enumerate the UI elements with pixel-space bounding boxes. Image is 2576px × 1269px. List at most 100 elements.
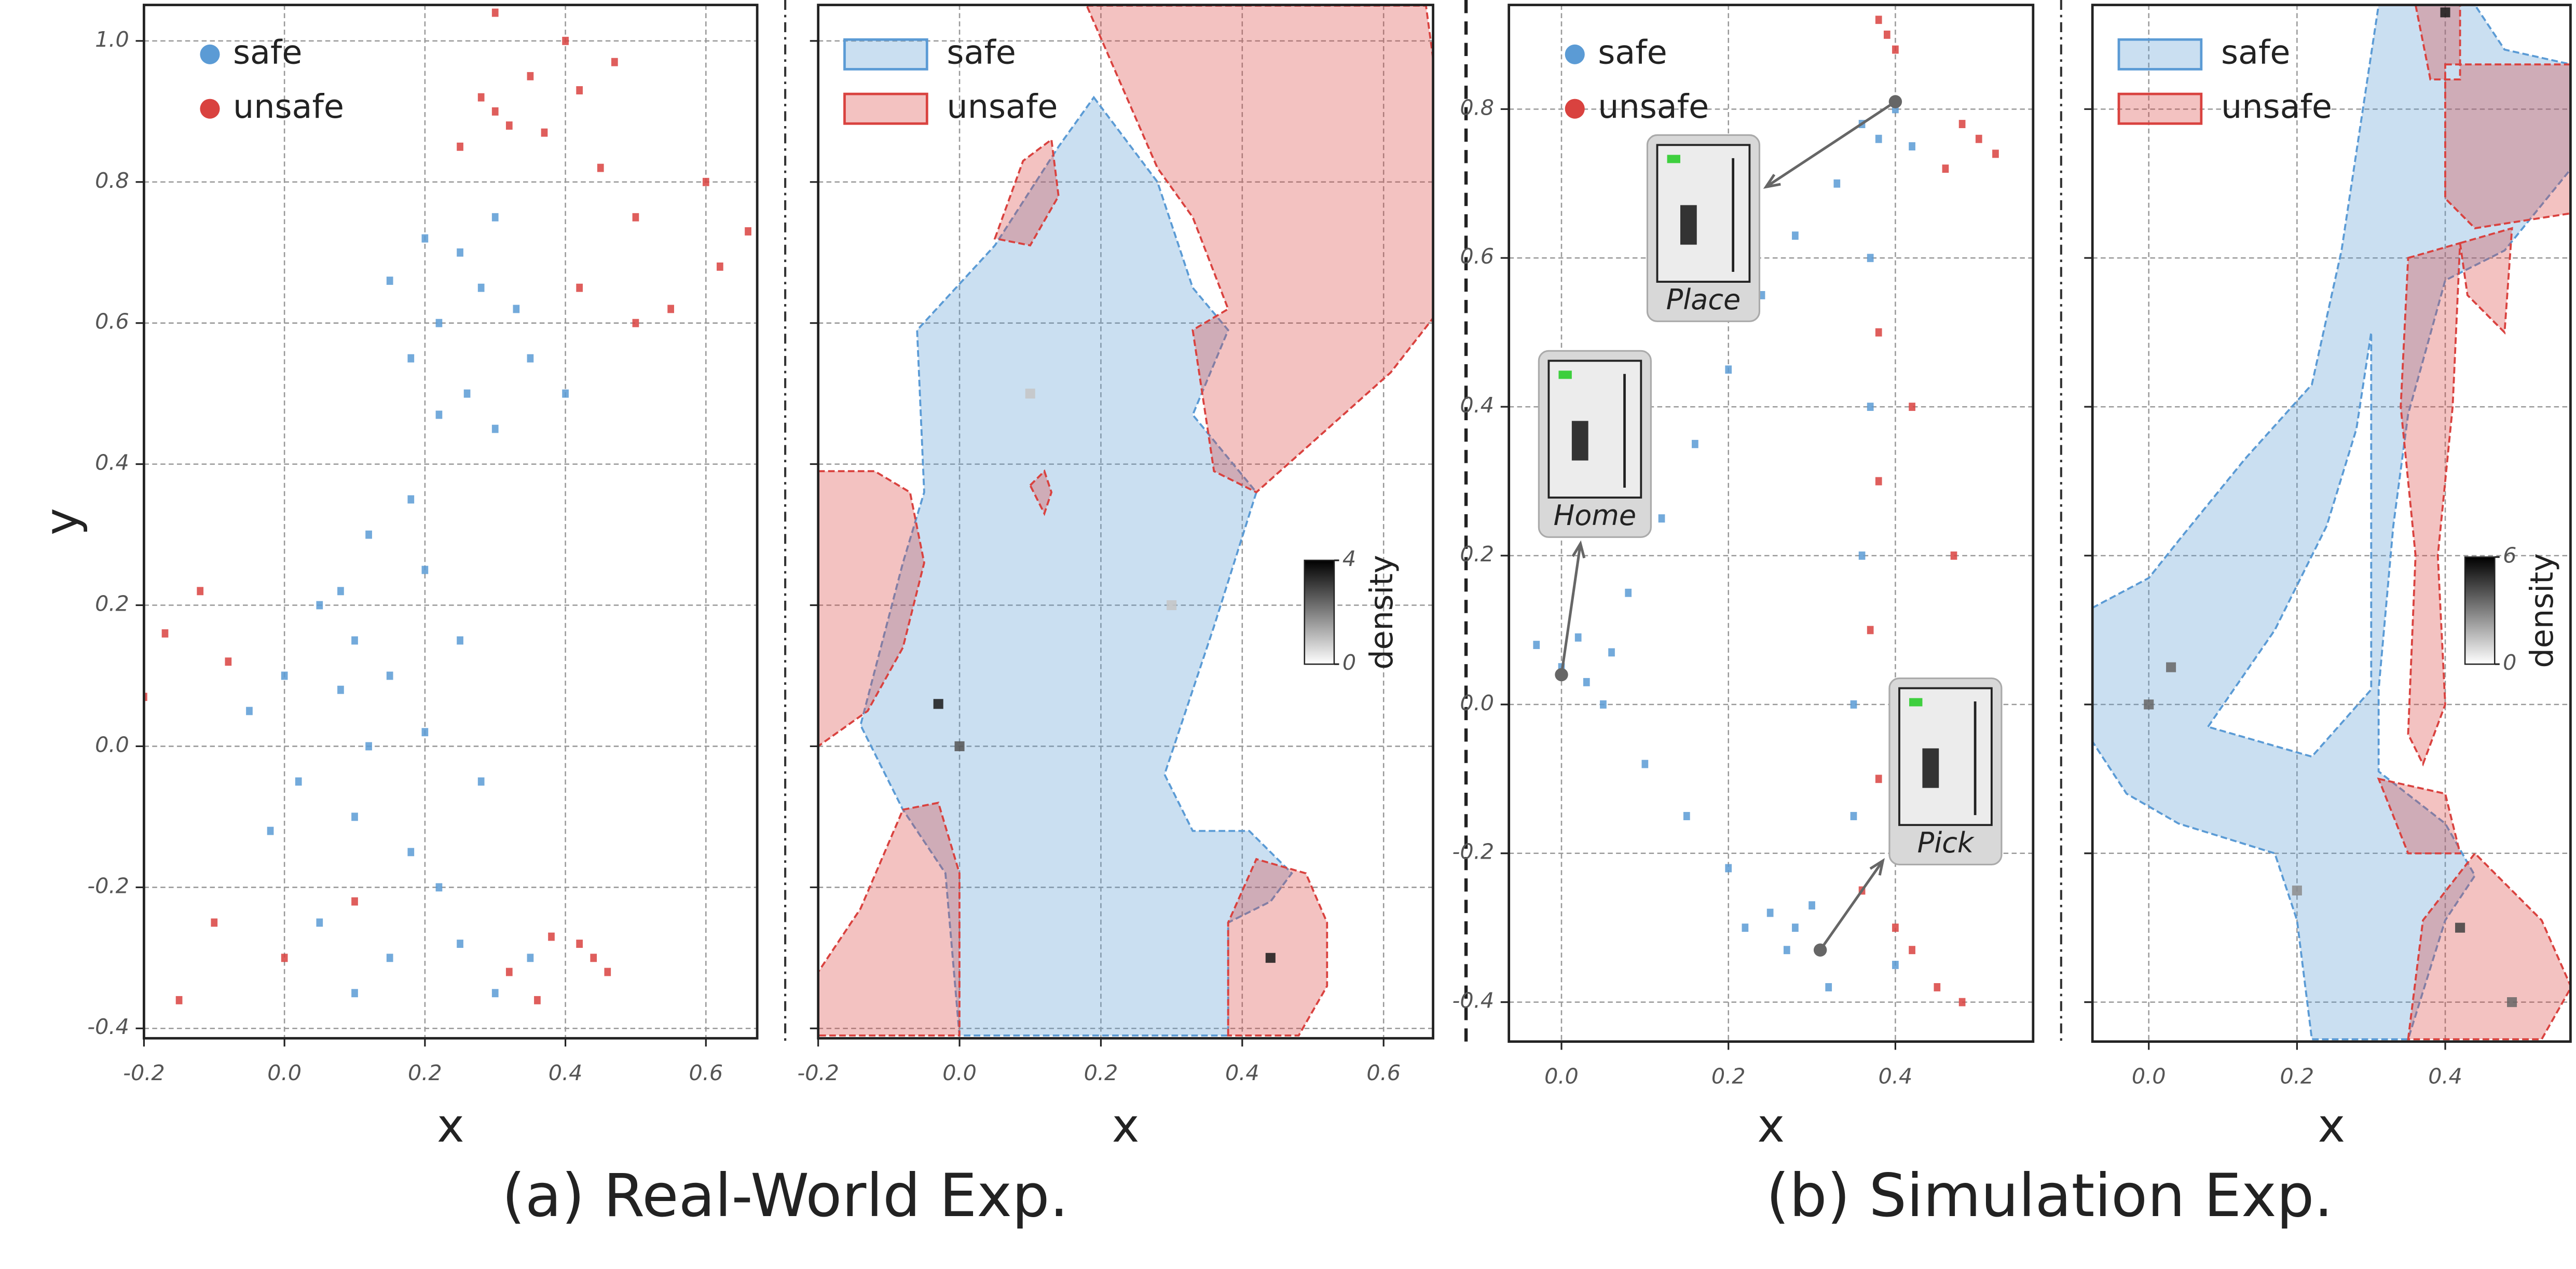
caption: (a) Real-World Exp.: [502, 1161, 1068, 1230]
point: [316, 601, 323, 610]
caption: (b) Simulation Exp.: [1766, 1161, 2333, 1230]
inset-scene: [1547, 360, 1642, 499]
annotation-point: [1813, 943, 1827, 957]
point: [225, 657, 232, 666]
x-tick-label: 0.4: [2428, 1064, 2462, 1089]
x-axis-label: x: [1112, 1098, 1140, 1152]
point: [281, 954, 288, 962]
point: [1892, 45, 1899, 54]
point: [717, 262, 723, 271]
point: [1600, 700, 1607, 709]
density-cell: [2292, 885, 2302, 895]
x-tick-label: 0.0: [2132, 1064, 2166, 1089]
point: [604, 968, 611, 976]
point: [505, 121, 513, 130]
point: [457, 940, 463, 948]
point: [281, 671, 288, 680]
point: [407, 354, 415, 363]
y-tick-label: -0.2: [1453, 839, 1495, 864]
legend-label: safe: [947, 33, 1016, 71]
point: [1875, 477, 1882, 486]
point: [1875, 328, 1882, 337]
point: [1934, 983, 1941, 991]
frame: [817, 4, 1434, 1040]
point: [562, 389, 569, 398]
point: [562, 36, 569, 45]
density-cell: [1265, 953, 1276, 963]
point: [435, 883, 443, 892]
point: [246, 707, 253, 715]
x-tick-label: 0.0: [1544, 1064, 1579, 1089]
legend-label: unsafe: [2221, 87, 2332, 126]
x-axis-label: x: [1757, 1098, 1785, 1152]
point: [667, 305, 674, 313]
x-tick-label: 0.2: [1084, 1060, 1118, 1085]
point: [386, 954, 393, 962]
point: [1892, 923, 1899, 932]
arrow-head: [1869, 858, 1885, 876]
point: [1958, 120, 1966, 128]
annotation-label: Pick: [1917, 826, 1975, 859]
plot-area: [144, 5, 758, 1039]
point: [144, 693, 147, 701]
point: [211, 918, 218, 927]
point: [611, 58, 618, 66]
point: [175, 996, 183, 1004]
legend-patch: [2117, 38, 2203, 71]
annotation-label: Home: [1554, 499, 1636, 532]
point: [590, 954, 597, 962]
point: [1641, 760, 1649, 768]
legend-marker: [200, 99, 220, 119]
point: [435, 410, 443, 419]
point: [1766, 908, 1774, 917]
density-cell: [1167, 600, 1177, 611]
point: [1825, 983, 1832, 991]
legend-label: safe: [2221, 33, 2290, 71]
inset-marker: [1909, 698, 1923, 707]
point: [365, 742, 372, 751]
point: [576, 86, 583, 94]
point: [1833, 179, 1841, 188]
colorbar-tick-label: 4: [1342, 546, 1356, 571]
point: [386, 277, 393, 285]
point: [351, 989, 358, 998]
legend-label: safe: [233, 33, 302, 71]
legend-marker: [1565, 44, 1585, 64]
annotation-point: [1888, 95, 1902, 108]
x-tick-label: 0.2: [408, 1060, 442, 1085]
point: [1867, 254, 1874, 263]
point: [1574, 633, 1582, 642]
point: [1858, 551, 1866, 560]
point: [513, 305, 520, 313]
inset-scene: [1898, 687, 1993, 826]
point: [435, 319, 443, 327]
point: [1992, 149, 1999, 158]
legend-label: unsafe: [947, 87, 1058, 126]
point: [1909, 403, 1915, 411]
point: [491, 424, 499, 433]
point: [491, 989, 499, 998]
frame: [1508, 4, 2035, 1043]
density-cell: [2440, 7, 2450, 18]
point: [267, 826, 274, 835]
density-cell: [954, 741, 965, 751]
point: [1909, 142, 1915, 151]
inset-scene: [1656, 144, 1751, 283]
arrow-head: [1571, 540, 1586, 559]
inset-marker: [1667, 155, 1680, 163]
inset-robot: [1922, 748, 1939, 788]
point: [1950, 551, 1957, 560]
x-tick-label: 0.4: [1225, 1060, 1259, 1085]
y-tick-label: 0.6: [95, 309, 129, 334]
legend-label: unsafe: [1598, 87, 1709, 126]
point: [505, 968, 513, 976]
point: [316, 918, 323, 927]
point: [421, 728, 429, 737]
point: [457, 142, 463, 151]
point: [1683, 812, 1690, 820]
point: [745, 227, 751, 236]
point: [1725, 365, 1732, 374]
y-tick-label: 0.4: [95, 450, 129, 475]
inset-robot: [1680, 205, 1697, 245]
